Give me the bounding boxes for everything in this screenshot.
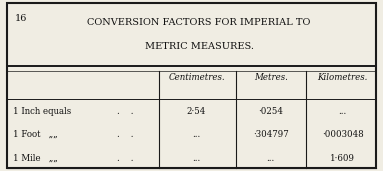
Text: ...: ... [192,154,201,163]
Text: .    .: . . [117,154,133,163]
Text: ·0254: ·0254 [259,107,283,116]
Text: 1 Foot   „„: 1 Foot „„ [13,130,58,139]
Text: 1 Inch equals: 1 Inch equals [13,107,72,116]
Text: ·304797: ·304797 [253,130,289,139]
Text: ...: ... [267,154,275,163]
Text: .    .: . . [117,130,133,139]
Text: Kilometres.: Kilometres. [318,73,368,82]
Text: 2·54: 2·54 [187,107,206,116]
Text: Centimetres.: Centimetres. [168,73,225,82]
Text: METRIC MEASURES.: METRIC MEASURES. [145,42,254,51]
Text: 1 Mile   „„: 1 Mile „„ [13,154,58,163]
Text: .    .: . . [117,107,133,116]
Text: ...: ... [339,107,347,116]
FancyBboxPatch shape [7,3,376,168]
Text: Metres.: Metres. [254,73,288,82]
Text: ...: ... [192,130,201,139]
Text: 1·609: 1·609 [330,154,355,163]
Text: ·0003048: ·0003048 [322,130,364,139]
Text: CONVERSION FACTORS FOR IMPERIAL TO: CONVERSION FACTORS FOR IMPERIAL TO [87,18,311,27]
Text: 16: 16 [15,14,27,23]
